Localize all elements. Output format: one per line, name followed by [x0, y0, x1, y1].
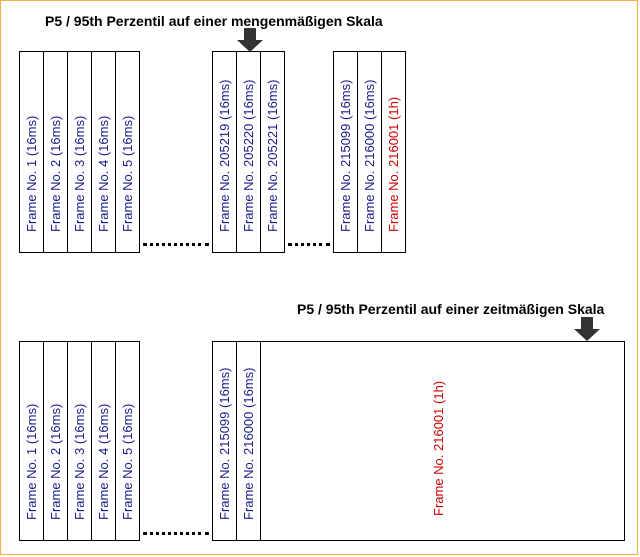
frame-label: Frame No. 216001 (1h) — [385, 96, 401, 232]
frame-label: Frame No. 1 (16ms) — [23, 403, 39, 520]
frame-cell: Frame No. 4 (16ms) — [91, 51, 116, 253]
frame-cell: Frame No. 5 (16ms) — [115, 341, 140, 541]
down-arrow-icon — [574, 317, 600, 341]
frame-label: Frame No. 4 (16ms) — [95, 403, 111, 520]
frame-label: Frame No. 215099 (16ms) — [216, 367, 232, 520]
frame-cell: Frame No. 215099 (16ms) — [333, 51, 358, 253]
frame-label: Frame No. 205221 (16ms) — [264, 79, 280, 232]
frame-label: Frame No. 216001 (1h) — [431, 380, 446, 516]
frame-cell: Frame No. 215099 (16ms) — [212, 341, 237, 541]
frame-cell-long: Frame No. 216001 (1h) — [260, 341, 625, 541]
frame-label: Frame No. 2 (16ms) — [47, 115, 63, 232]
frame-cell: Frame No. 5 (16ms) — [115, 51, 140, 253]
ellipsis-dots — [143, 532, 209, 535]
frame-label: Frame No. 3 (16ms) — [71, 115, 87, 232]
frame-cell-marked: Frame No. 205220 (16ms) — [236, 51, 261, 253]
frame-label: Frame No. 215099 (16ms) — [337, 79, 353, 232]
frame-label: Frame No. 5 (16ms) — [119, 403, 135, 520]
frame-cell: Frame No. 1 (16ms) — [19, 51, 44, 253]
frame-label: Frame No. 216000 (16ms) — [361, 79, 377, 232]
frame-label: Frame No. 2 (16ms) — [47, 403, 63, 520]
frame-cell: Frame No. 1 (16ms) — [19, 341, 44, 541]
frame-cell: Frame No. 2 (16ms) — [43, 341, 68, 541]
ellipsis-dots — [143, 243, 209, 246]
frame-label: Frame No. 4 (16ms) — [95, 115, 111, 232]
frame-label: Frame No. 5 (16ms) — [119, 115, 135, 232]
frame-cell: Frame No. 216000 (16ms) — [357, 51, 382, 253]
frame-cell: Frame No. 4 (16ms) — [91, 341, 116, 541]
frame-cell: Frame No. 3 (16ms) — [67, 51, 92, 253]
frame-cell: Frame No. 205221 (16ms) — [260, 51, 285, 253]
bottom-title: P5 / 95th Perzentil auf einer zeitmäßige… — [297, 301, 605, 317]
frame-cell: Frame No. 216000 (16ms) — [236, 341, 261, 541]
frame-cell: Frame No. 2 (16ms) — [43, 51, 68, 253]
ellipsis-dots — [288, 243, 330, 246]
down-arrow-icon — [237, 28, 263, 52]
frame-cell: Frame No. 205219 (16ms) — [212, 51, 237, 253]
frame-label: Frame No. 205220 (16ms) — [240, 79, 256, 232]
frame-label: Frame No. 216000 (16ms) — [240, 367, 256, 520]
frame-label: Frame No. 1 (16ms) — [23, 115, 39, 232]
frame-cell-last: Frame No. 216001 (1h) — [381, 51, 406, 253]
frame-cell: Frame No. 3 (16ms) — [67, 341, 92, 541]
frame-label: Frame No. 3 (16ms) — [71, 403, 87, 520]
top-title: P5 / 95th Perzentil auf einer mengenmäßi… — [45, 13, 383, 29]
frame-label: Frame No. 205219 (16ms) — [216, 79, 232, 232]
